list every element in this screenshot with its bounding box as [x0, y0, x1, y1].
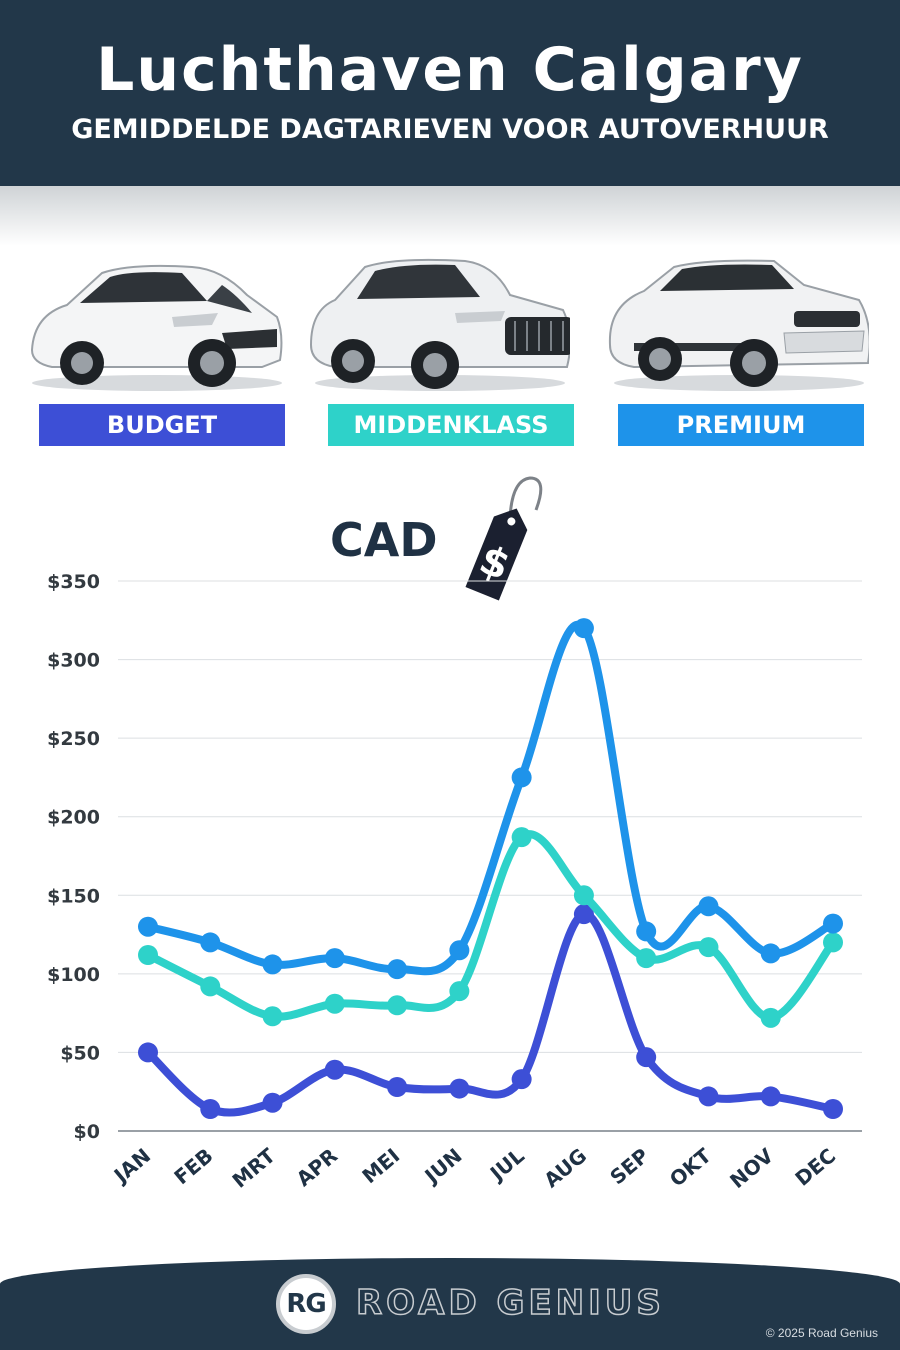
data-point-premium: [573, 618, 594, 639]
x-tick-label: AUG: [539, 1143, 591, 1192]
data-point-middenklass: [636, 948, 657, 969]
data-point-budget: [138, 1042, 158, 1063]
data-point-middenklass: [200, 976, 221, 997]
x-tick-label: JUN: [419, 1143, 467, 1189]
header-banner: Luchthaven Calgary GEMIDDELDE DAGTARIEVE…: [0, 0, 900, 186]
x-tick-label: MEI: [357, 1143, 404, 1188]
x-tick-label: SEP: [605, 1143, 653, 1189]
data-point-budget: [449, 1078, 470, 1099]
data-point-budget: [636, 1047, 657, 1068]
series-premium: [138, 618, 843, 980]
data-point-middenklass: [573, 885, 594, 906]
data-point-budget: [760, 1086, 781, 1107]
data-point-premium: [511, 767, 532, 788]
x-tick-label: APR: [292, 1143, 342, 1191]
data-point-middenklass: [449, 981, 470, 1002]
y-axis-ticks: $0 $50 $100 $150 $200 $250 $300 $350: [47, 571, 100, 1143]
chart-grid: [118, 580, 862, 1132]
x-axis-ticks: JAN FEB MRT APR MEI JUN JUL AUG SEP OKT NOV DEC: [108, 1143, 840, 1193]
y-tick-label: $300: [47, 650, 100, 672]
hatchback-car-image: [22, 255, 287, 395]
data-point-premium: [449, 940, 470, 961]
x-tick-label: DEC: [790, 1143, 840, 1190]
x-tick-label: MRT: [228, 1143, 281, 1192]
premium-suv-car-image: [604, 255, 869, 395]
y-tick-label: $250: [47, 728, 100, 750]
data-point-premium: [387, 959, 408, 980]
data-point-middenklass: [823, 932, 843, 953]
y-tick-label: $350: [47, 571, 100, 593]
x-tick-label: JAN: [108, 1143, 155, 1188]
y-tick-label: $100: [47, 964, 100, 986]
data-point-budget: [262, 1092, 283, 1113]
y-tick-label: $150: [47, 885, 100, 907]
data-point-budget: [387, 1077, 408, 1097]
road-genius-logo-icon: RG: [276, 1274, 336, 1334]
data-point-premium: [138, 916, 158, 937]
suv-car-image: [305, 255, 570, 395]
data-point-budget: [200, 1099, 221, 1119]
y-tick-label: $50: [60, 1042, 100, 1064]
x-tick-label: NOV: [725, 1143, 778, 1193]
x-tick-label: JUL: [484, 1143, 529, 1186]
data-point-middenklass: [760, 1007, 781, 1028]
data-point-budget: [511, 1069, 532, 1090]
line-chart: $0$50$100$150$200$250$300$350 JAN FEB MRT A…: [47, 571, 862, 1193]
data-point-budget: [324, 1059, 345, 1080]
data-point-middenklass: [262, 1006, 283, 1027]
data-point-middenklass: [138, 945, 158, 965]
currency-label: CAD: [330, 513, 438, 567]
data-point-middenklass: [511, 827, 532, 848]
series-middenklass: [138, 827, 843, 1028]
x-tick-label: OKT: [665, 1143, 716, 1191]
data-point-budget: [573, 904, 594, 925]
data-point-premium: [636, 921, 657, 942]
data-point-budget: [823, 1099, 843, 1119]
data-point-premium: [823, 913, 843, 934]
category-pill-premium: PREMIUM: [618, 404, 864, 446]
data-point-premium: [698, 896, 719, 917]
data-point-middenklass: [324, 993, 345, 1014]
series-budget: [138, 904, 843, 1119]
data-point-middenklass: [387, 995, 408, 1016]
y-tick-label: $0: [74, 1121, 100, 1143]
chart-series: [138, 618, 843, 1119]
category-pill-budget: BUDGET: [39, 404, 285, 446]
data-point-budget: [698, 1086, 719, 1107]
page-title: Luchthaven Calgary: [96, 35, 804, 105]
data-point-premium: [324, 948, 345, 969]
category-pill-middenklass: MIDDENKLASS: [328, 404, 574, 446]
header-shadow: [0, 186, 900, 246]
data-point-premium: [262, 954, 283, 975]
y-tick-label: $200: [47, 807, 100, 829]
x-tick-label: FEB: [169, 1143, 217, 1189]
copyright-text: © 2025 Road Genius: [765, 1326, 878, 1340]
brand-name: ROAD GENIUS: [355, 1282, 665, 1324]
page-subtitle: GEMIDDELDE DAGTARIEVEN VOOR AUTOVERHUUR: [71, 114, 829, 145]
data-point-middenklass: [698, 937, 719, 958]
data-point-premium: [760, 943, 781, 964]
footer-banner: [0, 1258, 900, 1350]
data-point-premium: [200, 932, 221, 953]
